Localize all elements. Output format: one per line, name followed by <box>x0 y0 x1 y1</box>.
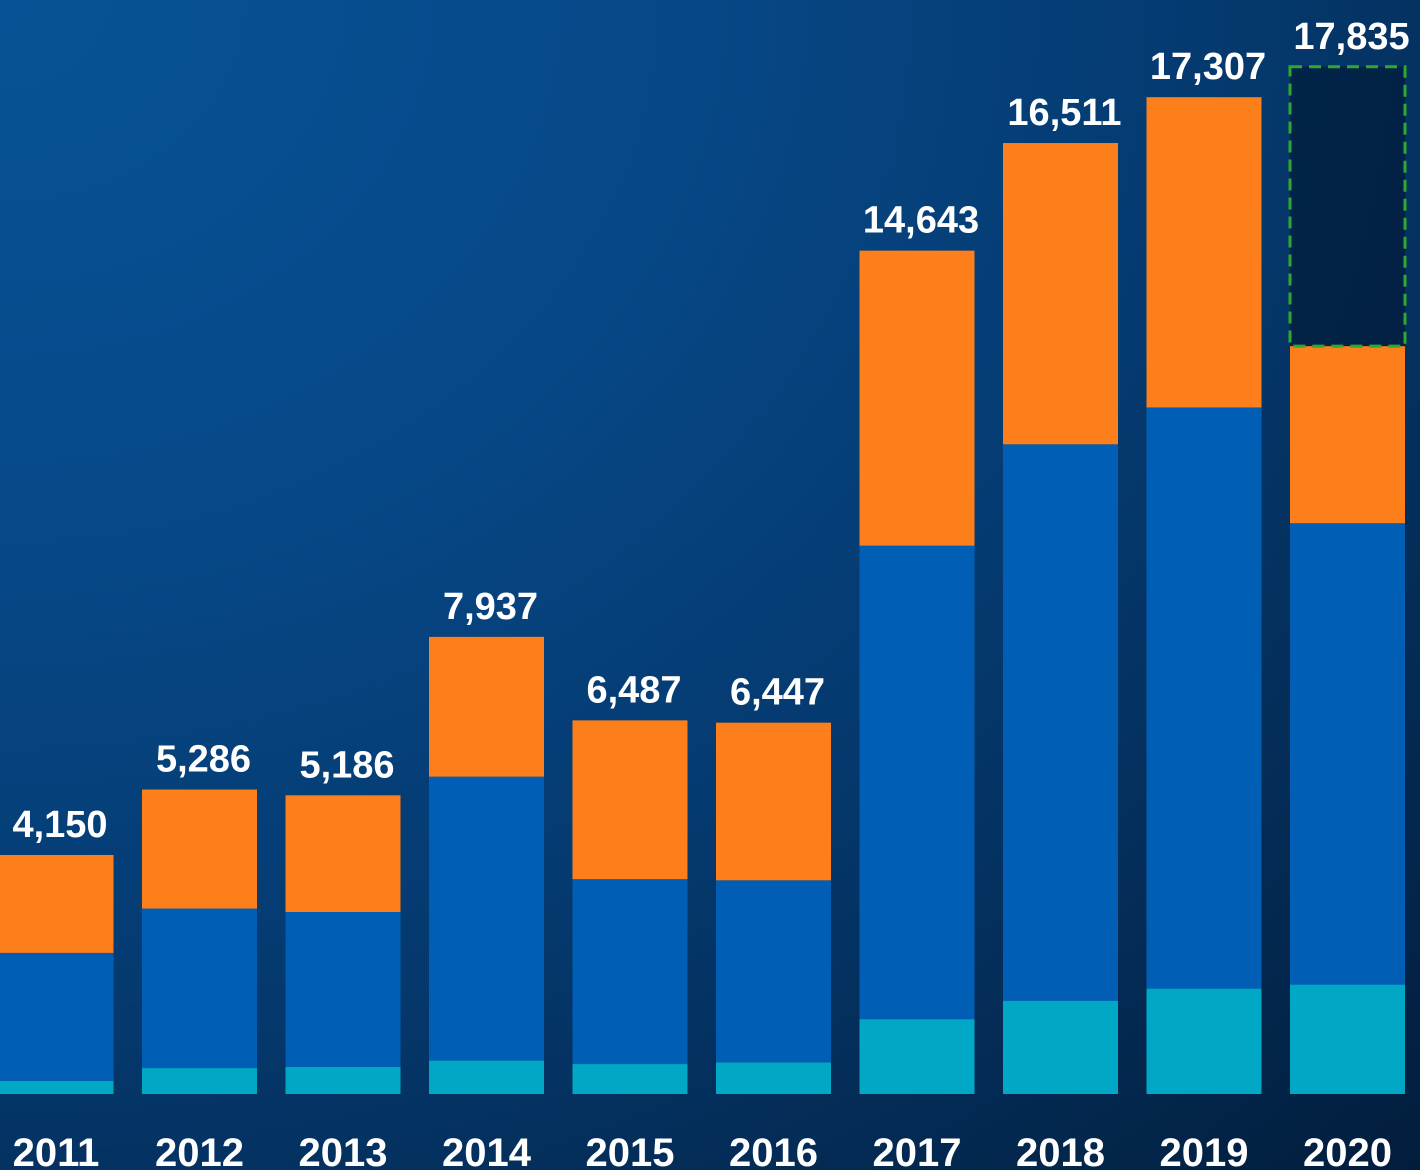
bar-segment-cyan-2016 <box>716 1062 831 1094</box>
bar-segment-cyan-2012 <box>142 1068 257 1094</box>
total-label-2011: 4,150 <box>12 804 107 846</box>
x-tick-label-2015: 2015 <box>586 1131 675 1170</box>
bar-segment-blue-2020 <box>1290 523 1405 985</box>
bar-segment-blue-2013 <box>285 911 401 1067</box>
x-tick-label-2012: 2012 <box>155 1131 244 1170</box>
bar-segment-orange-2017 <box>859 250 975 546</box>
bar-segment-cyan-2019 <box>1146 988 1262 1094</box>
bar-segment-blue-2016 <box>716 880 831 1063</box>
bar-segment-orange-2019 <box>1146 97 1262 408</box>
bar-segment-orange-2013 <box>285 795 401 912</box>
x-tick-label-2017: 2017 <box>873 1131 962 1170</box>
total-label-2014: 7,937 <box>443 586 538 628</box>
x-tick-label-2014: 2014 <box>442 1131 532 1170</box>
bar-segment-orange-2015 <box>572 720 688 880</box>
bar-segment-cyan-2011 <box>0 1080 114 1094</box>
x-tick-label-2018: 2018 <box>1016 1131 1105 1170</box>
x-tick-label-2020: 2020 <box>1303 1131 1392 1170</box>
bar-segment-cyan-2017 <box>859 1019 975 1094</box>
total-label-2019: 17,307 <box>1150 46 1266 88</box>
total-label-2017: 14,643 <box>863 200 979 242</box>
x-tick-label-2011: 2011 <box>13 1131 100 1170</box>
total-label-2013: 5,186 <box>299 744 394 786</box>
total-label-2012: 5,286 <box>156 739 251 781</box>
bar-segment-orange-2016 <box>716 722 831 881</box>
bar-segment-orange-2012 <box>142 789 257 909</box>
total-label-2016: 6,447 <box>730 672 825 714</box>
bar-segment-blue-2018 <box>1003 444 1118 1001</box>
x-tick-label-2013: 2013 <box>299 1131 388 1170</box>
total-label-2015: 6,487 <box>586 669 681 711</box>
bar-segment-orange-2020 <box>1290 346 1405 524</box>
bar-segment-orange-2011 <box>0 854 114 953</box>
x-tick-label-2019: 2019 <box>1160 1131 1249 1170</box>
bar-segment-cyan-2020 <box>1290 984 1405 1094</box>
x-tick-label-2016: 2016 <box>729 1131 818 1170</box>
bar-segment-cyan-2015 <box>572 1064 688 1094</box>
bar-segment-blue-2011 <box>0 952 114 1081</box>
bar-segment-blue-2014 <box>429 776 544 1061</box>
bar-segment-orange-2014 <box>429 636 544 777</box>
total-label-2020: 17,835 <box>1293 16 1409 58</box>
bar-segment-blue-2019 <box>1146 407 1262 989</box>
bar-segment-blue-2017 <box>859 545 975 1020</box>
bar-segment-projected-2020 <box>1288 65 1407 348</box>
bar-segment-orange-2018 <box>1003 143 1118 445</box>
bar-segment-cyan-2013 <box>285 1066 401 1094</box>
bar-segment-blue-2015 <box>572 879 688 1065</box>
bar-segment-cyan-2014 <box>429 1060 544 1094</box>
bar-segment-cyan-2018 <box>1003 1000 1118 1094</box>
bar-segment-blue-2012 <box>142 908 257 1069</box>
total-label-2018: 16,511 <box>1007 92 1121 134</box>
